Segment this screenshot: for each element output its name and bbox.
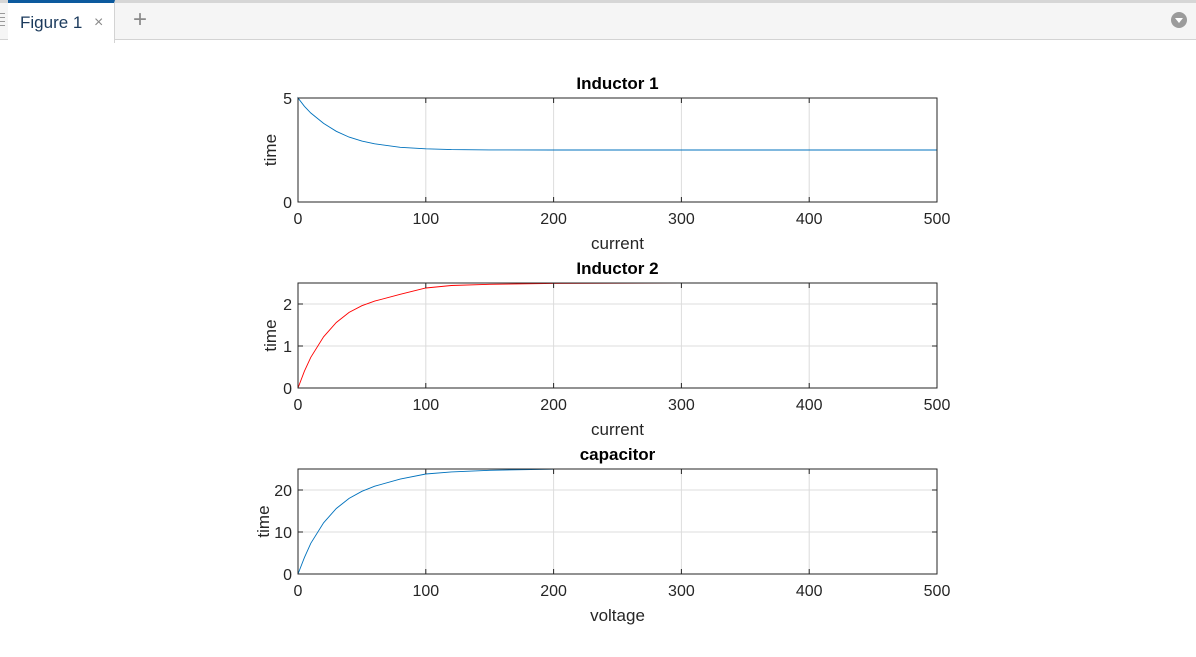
y-tick-label: 1 (283, 339, 292, 356)
y-tick-label: 2 (283, 297, 292, 314)
x-tick-label: 400 (796, 583, 823, 600)
series-line-3-1 (297, 468, 554, 575)
y-tick-label: 10 (274, 525, 292, 542)
y-tick-label: 20 (274, 483, 292, 500)
subplot-1: 0 100 200 300 400 500 0 5 Inductor 1 current time (261, 74, 950, 253)
axes-box (297, 282, 938, 389)
axes-box (297, 97, 938, 203)
x-tick-label: 500 (924, 211, 951, 228)
x-tick-label: 0 (294, 583, 303, 600)
x-tick-label: 200 (540, 211, 567, 228)
x-tick-label: 100 (412, 583, 439, 600)
x-tick-label: 200 (540, 583, 567, 600)
x-tick-label: 100 (412, 211, 439, 228)
x-axis-label: current (591, 420, 644, 439)
chart-title: capacitor (580, 445, 656, 464)
x-tick-label: 300 (668, 583, 695, 600)
x-tick-label: 0 (294, 211, 303, 228)
y-tick-label: 5 (283, 91, 292, 108)
x-axis-label: current (591, 234, 644, 253)
y-tick-label: 0 (283, 567, 292, 584)
drag-grip-icon[interactable] (0, 13, 6, 33)
subplot-2: 0 100 200 300 400 500 0 1 2 Inductor 2 current time (261, 259, 950, 439)
y-tick-label: 0 (283, 195, 292, 212)
x-tick-label: 500 (924, 583, 951, 600)
y-axis-label: time (254, 505, 273, 537)
y-tick-label: 0 (283, 381, 292, 398)
tab-label: Figure 1 (20, 13, 83, 32)
plot-area (298, 283, 937, 388)
x-axis-label: voltage (590, 606, 645, 625)
add-tab-button[interactable]: + (132, 6, 147, 33)
subplot-3: 0 100 200 300 400 500 0 10 20 capacitor voltage tim… (254, 445, 950, 625)
x-tick-label: 0 (294, 397, 303, 414)
chart-title: Inductor 1 (576, 74, 658, 93)
x-tick-label: 400 (796, 397, 823, 414)
chart-title: Inductor 2 (576, 259, 658, 278)
plot-area (298, 469, 937, 574)
figure-tab-bar: Figure 1 × + (0, 0, 1196, 43)
x-tick-label: 300 (668, 397, 695, 414)
axes-box (297, 468, 938, 575)
chevron-down-icon[interactable] (1171, 12, 1187, 28)
tab-figure-1[interactable]: Figure 1 × (8, 0, 115, 43)
x-tick-label: 500 (924, 397, 951, 414)
x-tick-label: 100 (412, 397, 439, 414)
x-tick-label: 300 (668, 211, 695, 228)
y-axis-label: time (261, 319, 280, 351)
close-icon[interactable]: × (94, 14, 104, 31)
x-tick-label: 400 (796, 211, 823, 228)
y-axis-label: time (261, 134, 280, 166)
series-line-1-1 (297, 96, 937, 202)
x-tick-label: 200 (540, 397, 567, 414)
